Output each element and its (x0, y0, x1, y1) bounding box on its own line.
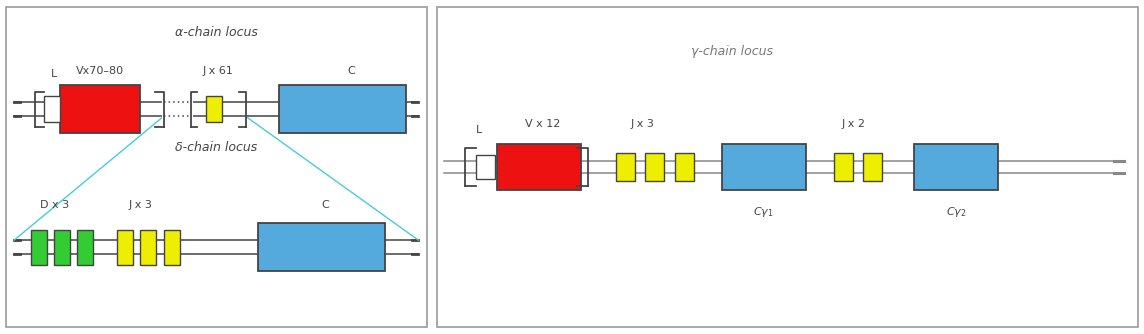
Text: D x 3: D x 3 (40, 200, 69, 210)
Text: C$\gamma$$_2$: C$\gamma$$_2$ (946, 205, 967, 219)
Bar (675, 153, 693, 181)
Bar (496, 144, 581, 190)
Bar (164, 229, 180, 265)
Bar (54, 229, 70, 265)
Bar (279, 85, 406, 133)
Text: J x 2: J x 2 (842, 119, 866, 129)
Bar (722, 144, 805, 190)
Bar (118, 229, 134, 265)
Text: J x 61: J x 61 (202, 65, 233, 75)
Text: C: C (347, 65, 355, 75)
Text: C: C (321, 200, 329, 210)
Bar (914, 144, 998, 190)
Text: α-chain locus: α-chain locus (175, 26, 257, 39)
Bar (43, 97, 59, 122)
Bar (78, 229, 94, 265)
Bar (645, 153, 665, 181)
Bar (259, 223, 384, 271)
Text: V x 12: V x 12 (524, 119, 559, 129)
Text: L: L (476, 125, 483, 135)
Text: J x 3: J x 3 (630, 119, 654, 129)
Bar (31, 229, 47, 265)
Bar (141, 229, 157, 265)
Bar (206, 97, 222, 122)
Bar (834, 153, 853, 181)
Text: C$\gamma$$_1$: C$\gamma$$_1$ (754, 205, 774, 219)
Text: J x 3: J x 3 (128, 200, 152, 210)
Text: Vx70–80: Vx70–80 (77, 65, 125, 75)
Text: γ-chain locus: γ-chain locus (691, 45, 772, 58)
Bar (864, 153, 882, 181)
Text: L: L (51, 69, 57, 79)
Bar (61, 85, 141, 133)
Text: δ-chain locus: δ-chain locus (175, 141, 257, 154)
Bar (476, 155, 495, 179)
Bar (615, 153, 635, 181)
